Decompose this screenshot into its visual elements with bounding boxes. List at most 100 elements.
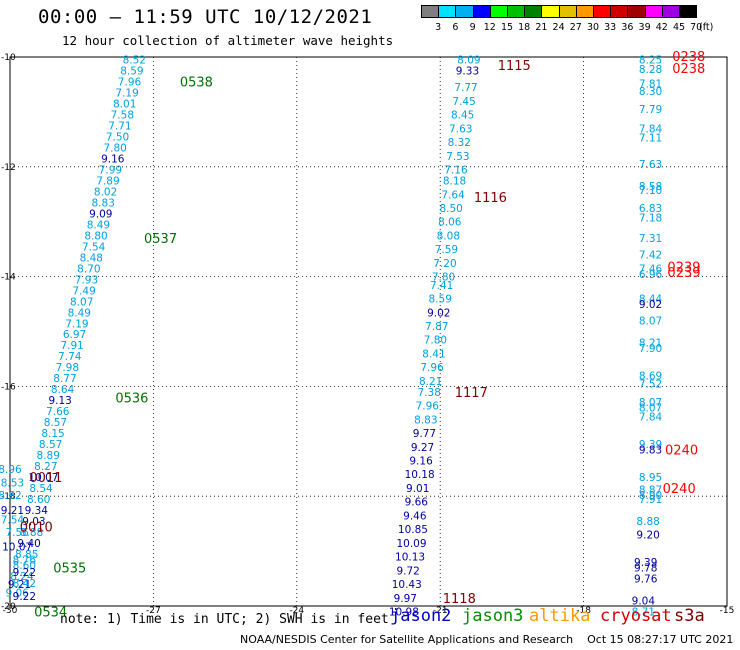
swh-value: 8.08	[437, 230, 460, 242]
pass-time-label: 0238	[672, 50, 705, 65]
swh-value: 9.46	[403, 510, 427, 522]
swh-value: 8.07	[639, 397, 662, 409]
swh-value: 8.59	[120, 66, 143, 78]
swh-value: 9.16	[409, 456, 433, 468]
swh-value: 9.40	[17, 538, 40, 550]
swh-value: 9.22	[13, 591, 36, 603]
pass-time-label: 0238	[672, 62, 705, 77]
lon-tick-label: -24	[289, 606, 304, 616]
legend-label: 70	[690, 22, 703, 33]
lon-tick-label: -18	[576, 606, 591, 616]
pass-time-label: 0011	[29, 471, 62, 486]
swh-value: 8.88	[636, 516, 659, 528]
swh-value: 10.09	[396, 538, 426, 550]
swh-value: 10.98	[389, 606, 419, 618]
pass-time-label: 0535	[53, 562, 86, 577]
swh-value: 7.16	[444, 165, 468, 177]
page-subtitle: 12 hour collection of altimeter wave hei…	[62, 33, 394, 48]
swh-value: 8.48	[80, 252, 103, 264]
pass-time-label: 0538	[180, 76, 213, 91]
footer-credit: NOAA/NESDIS Center for Satellite Applica…	[240, 633, 734, 646]
swh-value: 9.97	[394, 593, 417, 605]
lon-tick-label: -30	[3, 606, 18, 616]
swh-value: 7.56	[5, 527, 29, 539]
swh-value: 7.49	[72, 285, 95, 297]
swh-value: 9.02	[427, 307, 450, 319]
swh-value: 7.96	[118, 77, 142, 89]
swh-value: 7.41	[430, 280, 453, 292]
swh-value: 7.20	[433, 258, 456, 270]
swh-value: 8.64	[51, 384, 75, 396]
swh-value: 6.83	[639, 203, 662, 215]
swh-value: 8.83	[92, 197, 115, 209]
swh-value: 7.66	[46, 406, 70, 418]
swh-value: 7.53	[446, 151, 469, 163]
legend-label: 45	[672, 22, 686, 33]
swh-value: 7.11	[639, 133, 662, 145]
swh-value: 8.69	[639, 370, 662, 382]
swh-value: 8.32	[448, 137, 471, 149]
swh-value: 7.80	[103, 143, 126, 155]
swh-value: 8.76	[13, 554, 37, 566]
swh-value: 8.58	[639, 181, 662, 193]
satellite-jason3: jason3	[462, 606, 524, 626]
swh-value: 8.44	[639, 294, 663, 306]
pass-time-label: 0010	[20, 520, 53, 535]
legend-label: 12	[483, 22, 496, 33]
legend-label: 24	[552, 22, 565, 33]
swh-value: 7.80	[424, 335, 447, 347]
swh-value: 7.19	[65, 318, 88, 330]
swh-value: 8.70	[77, 263, 100, 275]
swh-value: 8.85	[15, 549, 38, 561]
swh-value: 10.07	[2, 542, 32, 554]
swh-value: 9.09	[89, 208, 112, 220]
swh-value: 8.87	[639, 485, 662, 497]
swh-value: 9.77	[413, 428, 436, 440]
swh-value: 7.98	[56, 362, 79, 374]
swh-value: 6.96	[639, 269, 663, 281]
swh-value: 9.16	[101, 154, 125, 166]
swh-value: 7.91	[639, 494, 662, 506]
lat-tick-label: -14	[1, 273, 16, 283]
swh-value: 9.21	[1, 505, 24, 517]
swh-value: 7.50	[106, 132, 129, 144]
swh-value: 8.24	[10, 571, 34, 583]
pass-time-label: 0534	[34, 605, 67, 620]
lat-tick-label: -18	[1, 492, 16, 502]
legend-label: 18	[518, 22, 531, 33]
legend-label: 27	[569, 22, 582, 33]
satellite-jason2: jason2	[390, 606, 452, 626]
swh-value: 7.91	[60, 340, 83, 352]
legend-label: 36	[621, 22, 634, 33]
footnote: note: 1) Time is in UTC; 2) SWH is in fe…	[60, 612, 389, 627]
swh-value: 7.80	[432, 272, 455, 284]
legend-label: 39	[638, 22, 651, 33]
swh-value: 8.07	[639, 402, 662, 414]
swh-value: 7.19	[115, 88, 138, 100]
swh-value: 7.96	[420, 362, 444, 374]
swh-value: 9.34	[25, 505, 49, 517]
pass-time-label: 1115	[498, 59, 531, 74]
swh-value: 7.93	[75, 274, 98, 286]
legend-unit: (ft)	[699, 22, 714, 33]
legend-label: 6	[452, 22, 459, 33]
swh-value: 9.02	[639, 299, 662, 311]
swh-value: 10.18	[405, 469, 435, 481]
swh-value: 8.60	[27, 494, 50, 506]
swh-value: 8.41	[422, 348, 445, 360]
color-legend: 3 6 9 12 15 18 21 24 27 30 33 36 39 42 45 70 (ft)	[421, 5, 729, 37]
swh-value: 7.89	[96, 176, 119, 188]
swh-value: 7.64	[441, 189, 465, 201]
legend-label: 30	[586, 22, 600, 33]
legend-label: 33	[604, 22, 617, 33]
swh-value: 8.90	[639, 490, 662, 502]
lat-tick-label: -12	[1, 163, 16, 173]
pass-time-label: 1116	[474, 191, 507, 206]
swh-value: 8.01	[113, 99, 136, 111]
page-title: 00:00 – 11:59 UTC 10/12/2021	[38, 6, 373, 28]
swh-value: 8.27	[34, 461, 57, 473]
map-frame	[9, 56, 728, 607]
swh-value: 8.07	[70, 296, 93, 308]
lon-tick-label: -15	[720, 606, 735, 616]
